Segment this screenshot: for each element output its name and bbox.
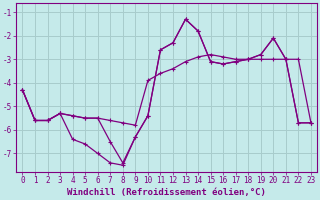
X-axis label: Windchill (Refroidissement éolien,°C): Windchill (Refroidissement éolien,°C) [67,188,266,197]
